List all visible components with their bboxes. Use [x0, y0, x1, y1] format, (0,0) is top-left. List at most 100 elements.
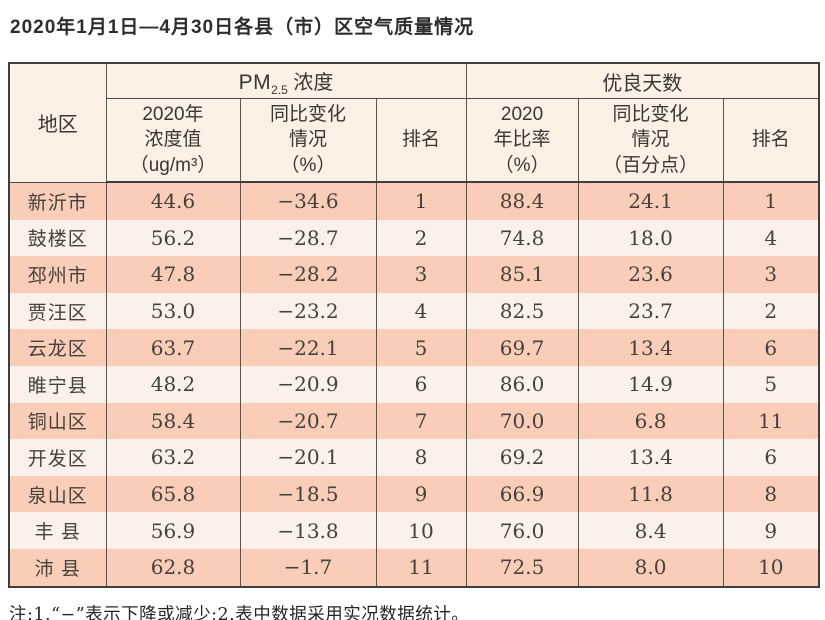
footnote: 注:1.“−”表示下降或减少;2.表中数据采用实况数据统计。 — [9, 604, 470, 620]
pm25-change-cell: −23.2 — [239, 292, 377, 330]
good-days-change-cell: 8.0 — [577, 548, 724, 587]
region-cell: 鼓楼区 — [8, 219, 107, 257]
good-days-rank-cell: 8 — [722, 475, 820, 513]
region-cell: 睢宁县 — [8, 365, 107, 403]
air-quality-table: 地区 PM2.5 浓度 优良天数 2020年 浓度值 （ug/m³） 同比变化 … — [8, 62, 821, 588]
region-cell: 开发区 — [8, 439, 107, 476]
good-days-ratio-cell: 76.0 — [465, 512, 579, 549]
pm25-value-cell: 53.0 — [105, 292, 241, 330]
table-row: 睢宁县 48.2 −20.9 6 86.0 14.9 5 — [8, 365, 820, 403]
column-header-good-days-change: 同比变化 情况 （百分点） — [577, 98, 724, 183]
column-header-region: 地区 — [8, 63, 107, 183]
pm25-label-prefix: PM — [238, 70, 272, 94]
pm25-label-suffix: 浓度 — [287, 71, 334, 94]
pm25-rank-cell: 5 — [375, 329, 467, 366]
pm25-rank-cell: 11 — [375, 548, 467, 587]
pm25-value-cell: 47.8 — [105, 256, 241, 293]
good-days-rank-cell: 11 — [722, 402, 820, 440]
pm25-label-subscript: 2.5 — [271, 82, 288, 97]
good-days-change-cell: 13.4 — [577, 439, 724, 476]
pm25-value-cell: 63.7 — [105, 329, 241, 366]
pm25-change-cell: −20.7 — [239, 402, 377, 440]
good-days-rank-cell: 4 — [722, 219, 820, 257]
pm25-change-cell: −22.1 — [239, 329, 377, 366]
column-header-good-days-rank: 排名 — [722, 98, 820, 183]
table-row: 鼓楼区 56.2 −28.7 2 74.8 18.0 4 — [8, 219, 820, 257]
table-row: 云龙区 63.7 −22.1 5 69.7 13.4 6 — [8, 329, 820, 366]
good-days-rank-cell: 5 — [722, 365, 820, 403]
good-days-change-cell: 6.8 — [577, 402, 724, 440]
column-header-pm25-value: 2020年 浓度值 （ug/m³） — [105, 98, 241, 183]
good-days-ratio-cell: 88.4 — [465, 182, 579, 220]
region-cell: 贾汪区 — [8, 292, 107, 330]
region-cell: 丰 县 — [8, 512, 107, 549]
good-days-ratio-cell: 74.8 — [465, 219, 579, 257]
column-header-pm25-rank: 排名 — [375, 98, 467, 183]
good-days-rank-cell: 1 — [722, 182, 820, 220]
good-days-ratio-cell: 69.7 — [465, 329, 579, 366]
pm25-change-cell: −18.5 — [239, 475, 377, 513]
region-cell: 泉山区 — [8, 475, 107, 513]
pm25-value-cell: 48.2 — [105, 365, 241, 403]
good-days-rank-cell: 6 — [722, 329, 820, 366]
pm25-rank-cell: 9 — [375, 475, 467, 513]
pm25-change-cell: −20.1 — [239, 439, 377, 476]
pm25-change-cell: −28.7 — [239, 219, 377, 257]
good-days-change-cell: 23.6 — [577, 256, 724, 293]
table-row: 邳州市 47.8 −28.2 3 85.1 23.6 3 — [8, 256, 820, 293]
table-body: 新沂市 44.6 −34.6 1 88.4 24.1 1 鼓楼区 56.2 −2… — [8, 182, 820, 587]
good-days-change-cell: 23.7 — [577, 292, 724, 330]
good-days-change-cell: 13.4 — [577, 329, 724, 366]
pm25-value-cell: 65.8 — [105, 475, 241, 513]
pm25-rank-cell: 6 — [375, 365, 467, 403]
pm25-rank-cell: 1 — [375, 182, 467, 220]
table-row: 铜山区 58.4 −20.7 7 70.0 6.8 11 — [8, 402, 820, 440]
pm25-change-cell: −34.6 — [239, 182, 377, 220]
pm25-rank-cell: 3 — [375, 256, 467, 293]
good-days-ratio-cell: 69.2 — [465, 439, 579, 476]
good-days-rank-cell: 2 — [722, 292, 820, 330]
column-group-pm25: PM2.5 浓度 — [105, 63, 467, 99]
pm25-value-cell: 44.6 — [105, 182, 241, 220]
table-row: 泉山区 65.8 −18.5 9 66.9 11.8 8 — [8, 475, 820, 513]
pm25-value-cell: 62.8 — [105, 548, 241, 587]
good-days-ratio-cell: 85.1 — [465, 256, 579, 293]
pm25-rank-cell: 2 — [375, 219, 467, 257]
good-days-ratio-cell: 72.5 — [465, 548, 579, 587]
table-row: 贾汪区 53.0 −23.2 4 82.5 23.7 2 — [8, 292, 820, 330]
good-days-rank-cell: 6 — [722, 439, 820, 476]
good-days-change-cell: 24.1 — [577, 182, 724, 220]
column-header-good-days-ratio: 2020 年比率 （%） — [465, 98, 579, 183]
region-cell: 云龙区 — [8, 329, 107, 366]
good-days-ratio-cell: 86.0 — [465, 365, 579, 403]
table-row: 开发区 63.2 −20.1 8 69.2 13.4 6 — [8, 439, 820, 476]
pm25-rank-cell: 7 — [375, 402, 467, 440]
group-header-row: 地区 PM2.5 浓度 优良天数 — [8, 63, 820, 183]
good-days-rank-cell: 9 — [722, 512, 820, 549]
column-header-pm25-change: 同比变化 情况 （%） — [239, 98, 377, 183]
good-days-change-cell: 14.9 — [577, 365, 724, 403]
good-days-ratio-cell: 82.5 — [465, 292, 579, 330]
good-days-change-cell: 11.8 — [577, 475, 724, 513]
table-row: 新沂市 44.6 −34.6 1 88.4 24.1 1 — [8, 182, 820, 220]
good-days-change-cell: 18.0 — [577, 219, 724, 257]
pm25-rank-cell: 4 — [375, 292, 467, 330]
page-title: 2020年1月1日—4月30日各县（市）区空气质量情况 — [10, 17, 475, 38]
region-cell: 邳州市 — [8, 256, 107, 293]
good-days-ratio-cell: 66.9 — [465, 475, 579, 513]
pm25-rank-cell: 8 — [375, 439, 467, 476]
region-cell: 新沂市 — [8, 182, 107, 220]
pm25-change-cell: −13.8 — [239, 512, 377, 549]
good-days-rank-cell: 3 — [722, 256, 820, 293]
region-cell: 沛 县 — [8, 548, 107, 587]
pm25-value-cell: 56.9 — [105, 512, 241, 549]
column-group-good-days: 优良天数 — [465, 63, 820, 99]
table-header: 地区 PM2.5 浓度 优良天数 2020年 浓度值 （ug/m³） 同比变化 … — [8, 63, 820, 183]
pm25-value-cell: 56.2 — [105, 219, 241, 257]
good-days-ratio-cell: 70.0 — [465, 402, 579, 440]
table-row: 丰 县 56.9 −13.8 10 76.0 8.4 9 — [8, 512, 820, 549]
pm25-change-cell: −1.7 — [239, 548, 377, 587]
good-days-rank-cell: 10 — [722, 548, 820, 587]
good-days-change-cell: 8.4 — [577, 512, 724, 549]
